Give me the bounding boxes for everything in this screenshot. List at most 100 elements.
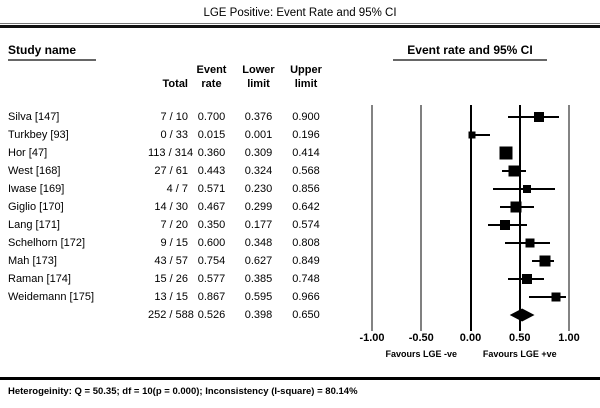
event-rate-cell: 0.700 [197,111,226,123]
summary-label-cell [8,306,148,324]
lower-limit-cell: 0.385 [244,273,273,285]
study-name-cell: Hor [47] [8,147,48,159]
point-estimate-square [522,274,533,284]
study-plot-row [372,108,569,126]
spacer [8,77,148,91]
study-name-cell: West [168] [8,165,61,177]
summary-plot-row [372,306,569,324]
lower-limit-cell: 0.324 [244,165,273,177]
point-estimate-square [510,201,522,213]
col-header-rate: rate [201,78,222,90]
study-plot-row [372,198,569,216]
col-header-upper: Upper [290,64,322,76]
gridline [568,105,570,331]
point-estimate-square [539,255,551,267]
lower-limit-cell: 0.627 [244,255,273,267]
total-cell: 7 / 20 [160,219,188,231]
study-plot-row [372,270,569,288]
study-name-cell: Giglio [170] [8,201,64,213]
gridline [371,105,373,331]
total-cell: 27 / 61 [154,165,188,177]
lower-limit-cell: 0.595 [244,291,273,303]
study-plot-row [372,252,569,270]
ci-line [470,134,490,136]
study-plot-row [372,288,569,306]
favours-labels: Favours LGE -ve Favours LGE +ve [372,349,569,359]
total-cell: 113 / 314 [148,147,194,159]
total-cell: 7 / 10 [160,111,188,123]
lower-limit-cell: 0.348 [244,237,273,249]
col-header-upper-limit: limit [294,78,318,90]
heterogeneity-note: Heterogeinity: Q = 50.35; df = 10(p = 0.… [8,386,358,397]
ci-line [529,296,566,298]
study-plot-row [372,126,569,144]
lower-limit-cell: 0.299 [244,201,273,213]
column-headers: Event Lower Upper Total rate limit limit [8,63,330,91]
study-plot-row [372,162,569,180]
axis-tick-label: 1.00 [558,332,580,344]
study-plot-row [372,180,569,198]
study-plot-row [372,234,569,252]
point-estimate-square [468,131,476,139]
study-plot-row [372,144,569,162]
axis-tick-label: 0.00 [459,332,482,344]
upper-limit-cell: 0.642 [292,201,320,213]
upper-limit-cell: 0.966 [292,291,320,303]
upper-limit-cell: 0.574 [292,219,320,231]
event-rate-ci-header: Event rate and 95% CI [393,43,547,61]
total-cell: 252 / 588 [148,309,194,321]
upper-limit-cell: 0.849 [292,255,320,267]
total-cell: 43 / 57 [154,255,188,267]
upper-limit-cell: 0.900 [292,111,320,123]
lower-limit-cell: 0.001 [244,129,273,141]
gridline [518,105,521,331]
total-cell: 4 / 7 [166,183,188,195]
axis-tick-label: 0.50 [509,332,531,344]
upper-limit-cell: 0.568 [292,165,320,177]
upper-limit-cell: 0.414 [292,147,320,159]
study-name-cell: Schelhorn [172] [8,237,86,249]
plot-rows [372,108,569,324]
lower-limit-cell: 0.376 [244,111,273,123]
point-estimate-square [499,146,513,160]
chart-title: LGE Positive: Event Rate and 95% CI [203,7,397,19]
upper-limit-cell: 0.650 [292,309,320,321]
title-divider [0,23,600,28]
forest-plot-area [371,105,570,331]
event-rate-cell: 0.360 [197,147,226,159]
col-header-event: Event [196,64,227,76]
point-estimate-square [525,238,535,248]
favours-right-label: Favours LGE +ve [482,349,557,359]
study-name-header: Study name [8,43,96,61]
event-rate-cell: 0.350 [197,219,226,231]
axis-tick-label: -0.50 [408,332,434,344]
total-cell: 15 / 26 [154,273,188,285]
study-name-cell: Weidemann [175] [8,291,95,303]
point-estimate-square [508,165,520,177]
study-plot-row [372,216,569,234]
study-name-cell: Mah [173] [8,255,57,267]
lower-limit-cell: 0.177 [244,219,273,231]
study-name-cell: Silva [147] [8,111,60,123]
lower-limit-cell: 0.230 [244,183,273,195]
col-header-lower-limit: limit [247,78,270,90]
point-estimate-square [522,185,531,193]
gridline [420,105,422,331]
event-rate-cell: 0.467 [197,201,226,213]
total-cell: 9 / 15 [160,237,188,249]
event-rate-cell: 0.526 [197,309,226,321]
axis-tick-label: -1.00 [359,332,385,344]
event-rate-cell: 0.571 [197,183,226,195]
event-rate-cell: 0.754 [197,255,226,267]
total-cell: 13 / 15 [154,291,188,303]
event-rate-cell: 0.443 [197,165,226,177]
favours-left-label: Favours LGE -ve [385,349,458,359]
summary-diamond [509,308,535,322]
footer-divider [0,377,600,380]
event-rate-cell: 0.015 [197,129,226,141]
event-rate-cell: 0.600 [197,237,226,249]
upper-limit-cell: 0.856 [292,183,320,195]
study-name-cell: Lang [171] [8,219,60,231]
lower-limit-cell: 0.398 [244,309,273,321]
